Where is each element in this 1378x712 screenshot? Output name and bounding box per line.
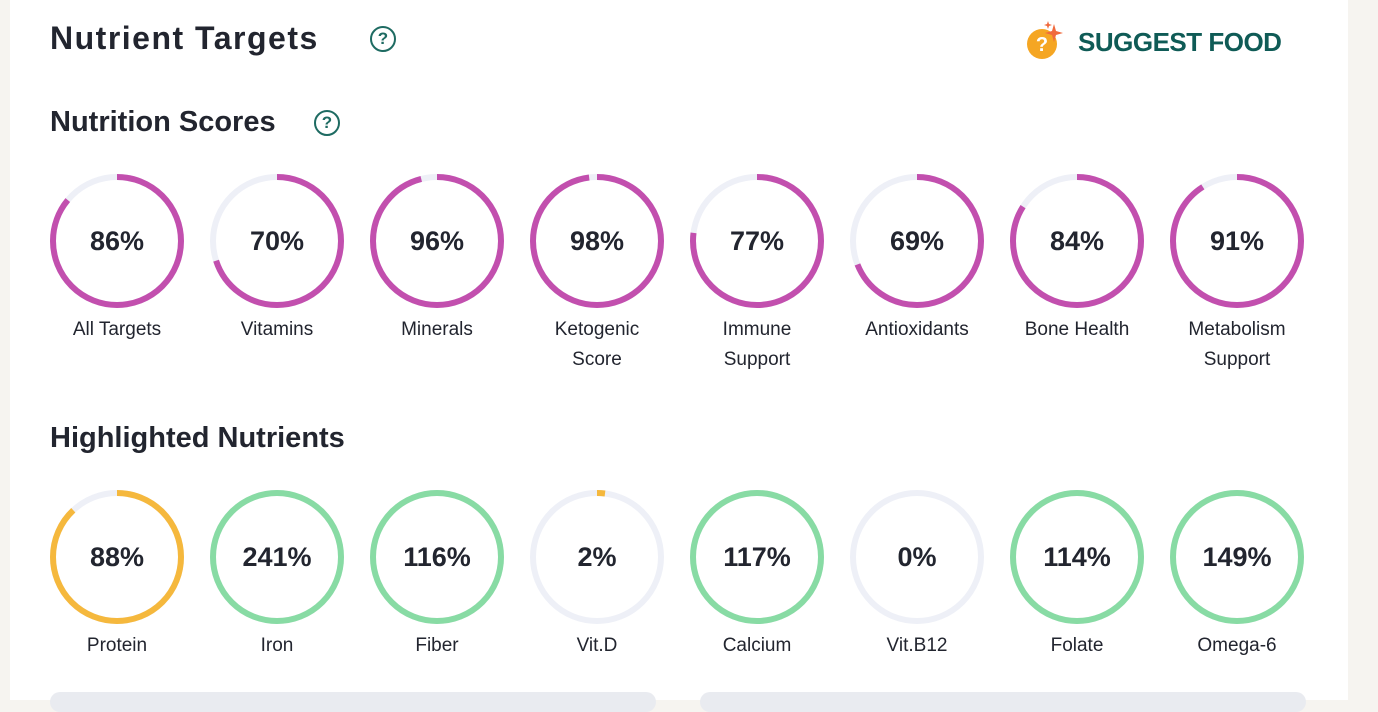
ring-percent: 96% <box>409 226 465 256</box>
progress-ring <box>1170 490 1304 624</box>
score-ring-folate[interactable]: 114% Folate <box>997 487 1157 661</box>
ring-progress <box>370 174 504 308</box>
nutrition-scores-title: Nutrition Scores <box>50 106 276 138</box>
suggest-food-button[interactable]: ? SUGGEST FOOD <box>1024 20 1282 64</box>
ring-percent: 86% <box>89 226 145 256</box>
ring-percent: 114% <box>1043 542 1111 572</box>
ring-label: Iron <box>260 635 294 656</box>
score-ring-metabolism-support[interactable]: 91% Metabolism Support <box>1157 171 1317 375</box>
help-icon[interactable]: ? <box>370 26 396 52</box>
progress-ring <box>1010 174 1144 308</box>
score-ring-iron[interactable]: 241% Iron <box>197 487 357 661</box>
score-ring-bone-health[interactable]: 84% Bone Health <box>997 171 1157 345</box>
progress-ring <box>50 490 184 624</box>
progress-ring <box>850 490 984 624</box>
ring-progress <box>1170 174 1304 308</box>
ring-percent: 117% <box>723 542 791 572</box>
ring-progress <box>690 174 824 308</box>
nutrient-bar <box>50 692 656 712</box>
ring-percent: 91% <box>1209 226 1265 256</box>
progress-ring <box>370 174 504 308</box>
progress-ring <box>530 174 664 308</box>
ring-percent: 69% <box>889 226 945 256</box>
suggest-food-label: SUGGEST FOOD <box>1078 26 1282 57</box>
page-title: Nutrient Targets <box>50 20 319 56</box>
score-ring-vit-b12[interactable]: 0% Vit.B12 <box>837 487 997 661</box>
nutrient-targets-card <box>10 0 1348 700</box>
ring-label: Antioxidants <box>865 319 969 340</box>
ring-progress <box>690 490 824 624</box>
ring-percent: 84% <box>1049 226 1105 256</box>
ring-label: All Targets <box>72 319 162 340</box>
score-ring-vit-d[interactable]: 2% Vit.D <box>517 487 677 661</box>
progress-ring <box>210 174 344 308</box>
progress-ring <box>530 490 664 624</box>
ring-progress <box>210 174 344 308</box>
ring-label: Omega-6 <box>1197 635 1277 656</box>
ring-label: Protein <box>86 635 148 656</box>
ring-progress <box>1170 490 1304 624</box>
progress-ring <box>1010 490 1144 624</box>
score-ring-omega-6[interactable]: 149% Omega-6 <box>1157 487 1317 661</box>
ring-progress <box>50 174 184 308</box>
score-ring-fiber[interactable]: 116% Fiber <box>357 487 517 661</box>
progress-ring <box>690 490 824 624</box>
ring-label: Vit.B12 <box>886 635 948 656</box>
svg-text:?: ? <box>1036 34 1048 56</box>
score-ring-calcium[interactable]: 117% Calcium <box>677 487 837 661</box>
ring-percent: 98% <box>569 226 625 256</box>
progress-ring <box>370 490 504 624</box>
ring-label: Folate <box>1050 635 1104 656</box>
ring-percent: 2% <box>577 542 617 572</box>
ring-label: Vitamins <box>240 319 314 340</box>
ring-progress <box>1010 490 1144 624</box>
ring-progress <box>1010 174 1144 308</box>
ring-label: Vit.D <box>576 635 618 656</box>
ring-label: Minerals <box>401 319 473 340</box>
ring-label: Fiber <box>415 635 459 656</box>
ring-progress <box>370 490 504 624</box>
highlighted-nutrients-title: Highlighted Nutrients <box>50 422 345 454</box>
suggest-food-icon: ? <box>1027 21 1063 59</box>
ring-progress <box>210 490 344 624</box>
score-ring-protein[interactable]: 88% Protein <box>37 487 197 661</box>
ring-percent: 116% <box>403 542 471 572</box>
help-icon[interactable]: ? <box>314 110 340 136</box>
progress-ring <box>850 174 984 308</box>
ring-progress <box>530 174 664 308</box>
score-ring-minerals[interactable]: 96% Minerals <box>357 171 517 345</box>
score-ring-all-targets[interactable]: 86% All Targets <box>37 171 197 345</box>
nutrient-bar <box>700 692 1306 712</box>
progress-ring <box>210 490 344 624</box>
ring-percent: 88% <box>89 542 145 572</box>
ring-label: Bone Health <box>1024 319 1130 340</box>
score-ring-vitamins[interactable]: 70% Vitamins <box>197 171 357 345</box>
ring-percent: 0% <box>897 542 937 572</box>
progress-ring <box>50 174 184 308</box>
progress-ring <box>690 174 824 308</box>
ring-progress <box>850 174 984 308</box>
ring-track <box>850 490 984 624</box>
ring-label: Ketogenic Score <box>554 319 640 370</box>
ring-percent: 149% <box>1202 542 1272 572</box>
ring-percent: 77% <box>729 226 785 256</box>
ring-label: Immune Support <box>722 319 792 370</box>
score-ring-ketogenic-score[interactable]: 98% Ketogenic Score <box>517 171 677 375</box>
score-ring-antioxidants[interactable]: 69% Antioxidants <box>837 171 997 345</box>
ring-progress <box>530 490 664 624</box>
progress-ring <box>1170 174 1304 308</box>
score-ring-immune-support[interactable]: 77% Immune Support <box>677 171 837 375</box>
ring-percent: 241% <box>242 542 312 572</box>
ring-progress <box>50 490 184 624</box>
ring-label: Calcium <box>722 635 792 656</box>
ring-percent: 70% <box>249 226 305 256</box>
ring-label: Metabolism Support <box>1188 319 1286 370</box>
